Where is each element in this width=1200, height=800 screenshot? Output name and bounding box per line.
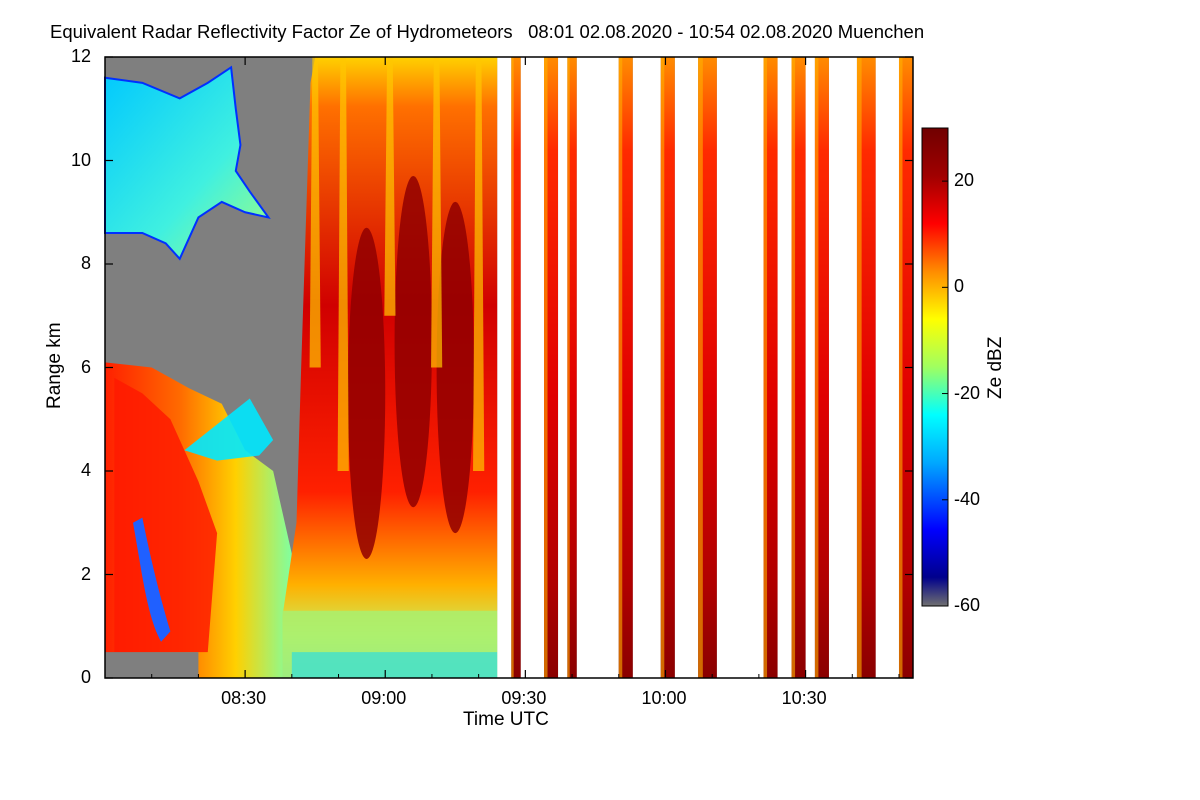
y-tick-label: 10 <box>71 149 92 170</box>
column-fill <box>567 57 577 678</box>
x-tick-label: 10:00 <box>641 688 687 708</box>
y-tick-label: 12 <box>71 46 92 66</box>
surface-cyan-band <box>291 652 498 678</box>
column-edge <box>814 57 819 678</box>
cyan-edge <box>184 398 274 461</box>
data-gap-3 <box>558 57 568 678</box>
column-edge <box>618 57 623 678</box>
data-gap-4 <box>576 57 619 678</box>
y-axis-label: Range km <box>44 322 65 409</box>
convective-cell-block <box>282 57 498 678</box>
chart-title: Equivalent Radar Reflectivity Factor Ze … <box>50 21 925 42</box>
plume-streak-5 <box>473 57 485 471</box>
data-column-9 <box>814 57 829 678</box>
plume-streak-1 <box>309 57 321 368</box>
column-edge <box>791 57 796 678</box>
data-gap-5 <box>632 57 661 678</box>
y-tick-label: 8 <box>81 253 92 273</box>
convective-core-3 <box>436 201 474 534</box>
x-tick-label: 09:30 <box>501 688 547 708</box>
data-gap-9 <box>805 57 815 678</box>
data-gap-10 <box>828 57 857 678</box>
reflectivity-heatmap <box>104 57 913 678</box>
x-tick-label: 09:00 <box>361 688 407 708</box>
data-column-6 <box>698 57 717 678</box>
column-edge <box>698 57 703 678</box>
colorbar-tick-label: -40 <box>954 488 981 509</box>
data-column-2 <box>544 57 559 678</box>
data-column-5 <box>660 57 675 678</box>
column-edge <box>511 57 514 678</box>
colorbar <box>921 127 949 607</box>
column-fill <box>511 57 521 678</box>
convective-core-1 <box>347 227 386 559</box>
plume-streak-4 <box>431 57 443 368</box>
column-edge <box>856 57 862 678</box>
plume-streak-3 <box>384 57 396 316</box>
y-tick-label: 6 <box>81 356 92 377</box>
column-edge <box>763 57 768 678</box>
colorbar-scale <box>921 127 949 607</box>
data-gap-1 <box>497 57 512 678</box>
plume-streak-2 <box>337 57 349 471</box>
data-gap-8 <box>777 57 792 678</box>
data-column-7 <box>763 57 778 678</box>
colorbar-label: Ze dBZ <box>985 336 1006 399</box>
x-tick-label: 08:30 <box>221 688 267 708</box>
low-cloud-core <box>114 377 218 653</box>
plot-axes <box>104 56 914 679</box>
data-column-3 <box>567 57 577 678</box>
data-gap-6 <box>674 57 699 678</box>
y-tick-label: 2 <box>81 563 92 584</box>
data-column-10 <box>856 57 876 678</box>
colorbar-tick-label: 20 <box>954 170 975 191</box>
colorbar-tick-label: 0 <box>954 276 965 297</box>
data-gap-2 <box>520 57 545 678</box>
column-edge <box>898 57 903 678</box>
y-tick-label: 4 <box>81 460 92 480</box>
colorbar-tick-label: -60 <box>954 595 981 615</box>
data-column-4 <box>618 57 633 678</box>
column-edge <box>544 57 548 678</box>
blue-streak <box>133 517 171 642</box>
data-column-8 <box>791 57 806 678</box>
y-tick-label: 0 <box>81 667 92 687</box>
x-axis-label: Time UTC <box>463 709 549 730</box>
data-gap-7 <box>716 57 764 678</box>
x-tick-label: 10:30 <box>781 688 827 708</box>
surface-clear <box>105 652 199 678</box>
high-cirrus-cloud <box>104 65 271 261</box>
convective-core-2 <box>394 176 432 508</box>
data-gap-11 <box>875 57 899 678</box>
column-edge <box>660 57 665 678</box>
colorbar-tick-label: -20 <box>954 382 981 403</box>
data-column-1 <box>511 57 521 678</box>
column-edge <box>567 57 570 678</box>
